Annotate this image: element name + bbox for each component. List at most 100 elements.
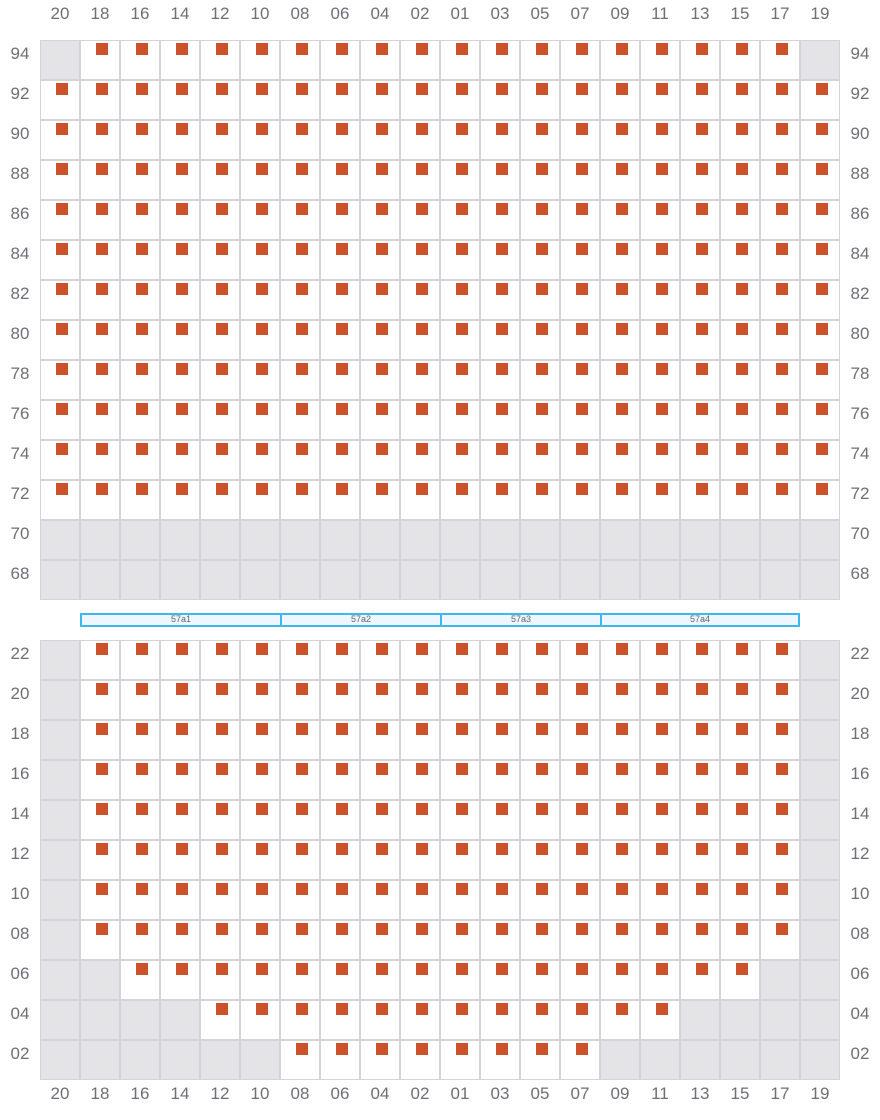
seat-cell[interactable]: [360, 640, 400, 680]
seat-cell[interactable]: [560, 920, 600, 960]
seat-cell[interactable]: [120, 400, 160, 440]
seat-marker[interactable]: [176, 323, 188, 335]
seat-marker[interactable]: [536, 763, 548, 775]
seat-marker[interactable]: [336, 243, 348, 255]
seat-marker[interactable]: [496, 1043, 508, 1055]
seat-cell[interactable]: [640, 200, 680, 240]
seat-marker[interactable]: [216, 683, 228, 695]
seat-cell[interactable]: [480, 1000, 520, 1040]
seat-marker[interactable]: [416, 763, 428, 775]
seat-marker[interactable]: [416, 843, 428, 855]
seat-marker[interactable]: [616, 283, 628, 295]
seat-marker[interactable]: [696, 363, 708, 375]
seat-cell[interactable]: [640, 680, 680, 720]
seat-marker[interactable]: [456, 283, 468, 295]
seat-marker[interactable]: [456, 803, 468, 815]
seat-cell[interactable]: [680, 640, 720, 680]
seat-cell[interactable]: [600, 80, 640, 120]
seat-marker[interactable]: [616, 203, 628, 215]
seat-cell[interactable]: [400, 240, 440, 280]
seat-cell[interactable]: [80, 320, 120, 360]
seat-cell[interactable]: [640, 800, 680, 840]
seat-cell[interactable]: [560, 160, 600, 200]
seat-cell[interactable]: [520, 920, 560, 960]
seat-cell[interactable]: [160, 360, 200, 400]
seat-marker[interactable]: [296, 963, 308, 975]
seat-cell[interactable]: [160, 200, 200, 240]
seat-cell[interactable]: [120, 120, 160, 160]
seat-marker[interactable]: [696, 43, 708, 55]
seat-cell[interactable]: [480, 40, 520, 80]
seat-marker[interactable]: [336, 323, 348, 335]
seat-cell[interactable]: [480, 640, 520, 680]
seat-marker[interactable]: [256, 283, 268, 295]
seat-marker[interactable]: [776, 723, 788, 735]
seat-marker[interactable]: [736, 443, 748, 455]
seat-marker[interactable]: [736, 803, 748, 815]
seat-marker[interactable]: [336, 83, 348, 95]
section-label[interactable]: 57a4: [600, 613, 800, 627]
seat-cell[interactable]: [200, 120, 240, 160]
seat-cell[interactable]: [240, 880, 280, 920]
seat-cell[interactable]: [160, 240, 200, 280]
seat-marker[interactable]: [616, 243, 628, 255]
seat-marker[interactable]: [416, 923, 428, 935]
seat-cell[interactable]: [560, 640, 600, 680]
seat-marker[interactable]: [176, 923, 188, 935]
seat-cell[interactable]: [600, 800, 640, 840]
seat-cell[interactable]: [360, 880, 400, 920]
seat-cell[interactable]: [560, 1040, 600, 1080]
seat-marker[interactable]: [96, 923, 108, 935]
seat-cell[interactable]: [80, 800, 120, 840]
seat-cell[interactable]: [80, 840, 120, 880]
seat-marker[interactable]: [216, 843, 228, 855]
seat-cell[interactable]: [320, 360, 360, 400]
seat-marker[interactable]: [96, 403, 108, 415]
seat-cell[interactable]: [560, 960, 600, 1000]
seat-marker[interactable]: [656, 843, 668, 855]
seat-marker[interactable]: [96, 283, 108, 295]
seat-marker[interactable]: [536, 683, 548, 695]
seat-cell[interactable]: [560, 80, 600, 120]
seat-marker[interactable]: [296, 403, 308, 415]
seat-marker[interactable]: [496, 283, 508, 295]
seat-cell[interactable]: [240, 80, 280, 120]
seat-cell[interactable]: [560, 200, 600, 240]
seat-cell[interactable]: [680, 480, 720, 520]
seat-cell[interactable]: [720, 840, 760, 880]
seat-cell[interactable]: [440, 160, 480, 200]
seat-marker[interactable]: [216, 83, 228, 95]
seat-cell[interactable]: [120, 360, 160, 400]
seat-marker[interactable]: [496, 923, 508, 935]
seat-marker[interactable]: [416, 43, 428, 55]
seat-cell[interactable]: [80, 200, 120, 240]
seat-marker[interactable]: [816, 163, 828, 175]
seat-marker[interactable]: [816, 363, 828, 375]
seat-marker[interactable]: [536, 83, 548, 95]
seat-cell[interactable]: [520, 1040, 560, 1080]
seat-cell[interactable]: [160, 720, 200, 760]
seat-cell[interactable]: [760, 440, 800, 480]
seat-cell[interactable]: [440, 200, 480, 240]
seat-cell[interactable]: [640, 920, 680, 960]
seat-cell[interactable]: [560, 480, 600, 520]
seat-marker[interactable]: [656, 683, 668, 695]
seat-marker[interactable]: [656, 323, 668, 335]
seat-marker[interactable]: [136, 203, 148, 215]
seat-marker[interactable]: [456, 83, 468, 95]
seat-marker[interactable]: [496, 163, 508, 175]
seat-marker[interactable]: [176, 43, 188, 55]
seat-marker[interactable]: [336, 283, 348, 295]
seat-marker[interactable]: [176, 883, 188, 895]
seat-cell[interactable]: [640, 400, 680, 440]
seat-marker[interactable]: [136, 403, 148, 415]
seat-cell[interactable]: [480, 680, 520, 720]
seat-cell[interactable]: [480, 440, 520, 480]
seat-cell[interactable]: [520, 280, 560, 320]
seat-marker[interactable]: [136, 723, 148, 735]
seat-cell[interactable]: [360, 440, 400, 480]
seat-marker[interactable]: [416, 1003, 428, 1015]
seat-marker[interactable]: [456, 483, 468, 495]
seat-cell[interactable]: [480, 800, 520, 840]
seat-cell[interactable]: [600, 360, 640, 400]
